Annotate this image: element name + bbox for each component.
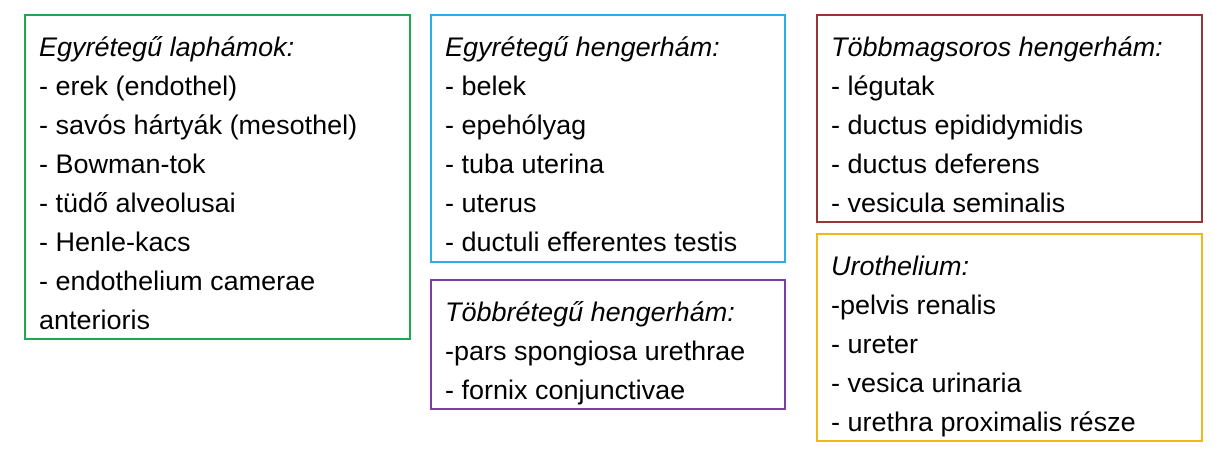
list-item: - vesicula seminalis (831, 188, 1066, 218)
list-item: -pelvis renalis (831, 290, 997, 320)
list-item: -pars spongiosa urethrae (445, 336, 746, 366)
box-title: Többrétegű hengerhám: (445, 297, 735, 327)
list-item: - savós hártyák (mesothel) (39, 110, 358, 140)
box-list: -pars spongiosa urethrae - fornix conjun… (445, 332, 784, 410)
list-item: - erek (endothel) (39, 71, 238, 101)
box-simple-squamous: Egyrétegű laphámok: - erek (endothel) - … (24, 14, 411, 340)
box-list: - erek (endothel) - savós hártyák (mesot… (39, 67, 409, 340)
list-item: - endothelium camerae anterioris (39, 266, 316, 335)
list-item: - urethra proximalis része (831, 407, 1136, 437)
box-title: Többmagsoros hengerhám: (831, 32, 1163, 62)
box-list: - belek - epehólyag - tuba uterina - ute… (445, 67, 784, 262)
list-item: - Henle-kacs (39, 227, 191, 257)
list-item: - epehólyag (445, 110, 587, 140)
box-list: - légutak - ductus epididymidis - ductus… (831, 67, 1201, 223)
list-item: - légutak (831, 71, 935, 101)
box-urothelium: Urothelium: -pelvis renalis - ureter - v… (816, 233, 1203, 442)
list-item: - uterus (445, 188, 537, 218)
box-title: Egyrétegű hengerhám: (445, 32, 720, 62)
list-item: - tüdő alveolusai (39, 188, 236, 218)
list-item: - ductus epididymidis (831, 110, 1084, 140)
box-pseudostratified-columnar: Többmagsoros hengerhám: - légutak - duct… (816, 14, 1203, 223)
box-title: Egyrétegű laphámok: (39, 32, 295, 62)
box-simple-columnar: Egyrétegű hengerhám: - belek - epehólyag… (430, 14, 786, 263)
list-item: - fornix conjunctivae (445, 375, 686, 405)
list-item: - ductus deferens (831, 149, 1040, 179)
box-list: -pelvis renalis - ureter - vesica urinar… (831, 286, 1201, 442)
list-item: - ductuli efferentes testis (445, 227, 738, 257)
list-item: - ureter (831, 329, 919, 359)
box-stratified-columnar: Többrétegű hengerhám: -pars spongiosa ur… (430, 279, 786, 410)
list-item: - tuba uterina (445, 149, 605, 179)
list-item: - Bowman-tok (39, 149, 206, 179)
list-item: - vesica urinaria (831, 368, 1022, 398)
box-title: Urothelium: (831, 251, 970, 281)
list-item: - belek (445, 71, 527, 101)
